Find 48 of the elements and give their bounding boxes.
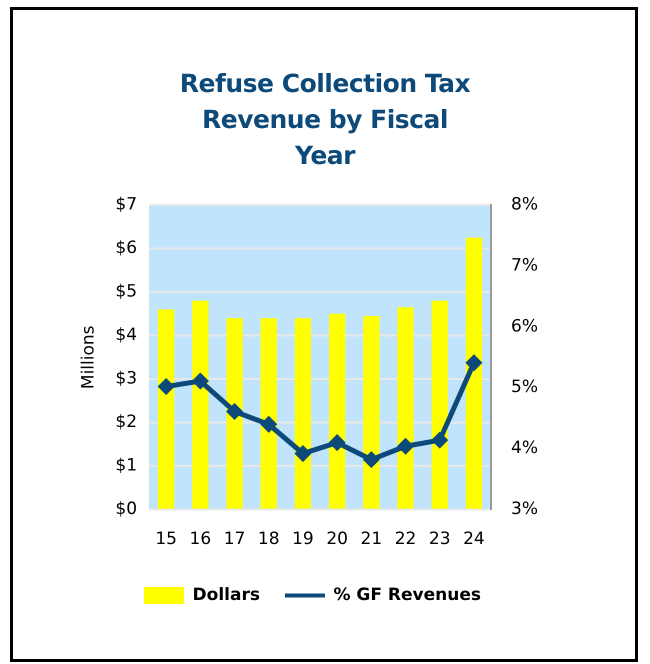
y-axis-title: Millions — [78, 325, 99, 390]
bar — [158, 309, 174, 509]
x-tick-label: 19 — [292, 529, 314, 550]
y-tick-label: $2 — [115, 412, 138, 432]
y-tick-label: $6 — [115, 238, 138, 258]
bar — [192, 300, 208, 509]
point — [295, 446, 310, 462]
x-tick-label: 16 — [190, 529, 212, 550]
y2-tick-label: 3% — [511, 499, 538, 520]
x-tick-label: 24 — [463, 529, 485, 550]
point — [227, 404, 242, 420]
y-tick-label: $4 — [115, 324, 138, 345]
bar — [329, 314, 346, 509]
point — [432, 432, 448, 448]
y-tick-label: $3 — [115, 368, 138, 388]
x-tick-label: 21 — [360, 529, 382, 550]
x-tick-label: 23 — [428, 529, 451, 550]
bar — [294, 318, 312, 509]
chart-title: Refuse Collection Tax Revenue by Fiscal Year — [178, 68, 472, 172]
y-tick-label: $0 — [115, 499, 138, 520]
y-tick-label: $7 — [115, 194, 138, 214]
bar — [363, 316, 380, 509]
y-tick-label: $5 — [115, 281, 138, 302]
x-tick-label: 17 — [224, 529, 246, 550]
bar — [260, 318, 277, 509]
point — [466, 355, 482, 370]
y2-tick-label: 6% — [511, 316, 538, 336]
point — [261, 416, 276, 432]
point — [330, 435, 345, 450]
y2-tick-label: 7% — [511, 255, 538, 276]
x-tick-label: 22 — [394, 529, 416, 550]
y2-tick-label: 4% — [511, 438, 538, 458]
point — [158, 379, 174, 394]
x-tick-label: 20 — [326, 529, 348, 550]
point — [364, 452, 379, 468]
bar — [226, 318, 243, 509]
legend-label: Dollars — [192, 584, 260, 605]
bar — [466, 238, 482, 509]
point — [398, 438, 414, 454]
legend-label: % GF Revenues — [333, 584, 481, 605]
y2-tick-label: 8% — [511, 194, 538, 214]
bar — [432, 300, 448, 509]
point — [192, 374, 208, 389]
y2-tick-label: 5% — [511, 377, 538, 398]
y-tick-label: $1 — [115, 456, 138, 476]
bar — [397, 307, 414, 509]
x-tick-label: 15 — [155, 529, 177, 550]
x-tick-label: 18 — [258, 529, 280, 550]
